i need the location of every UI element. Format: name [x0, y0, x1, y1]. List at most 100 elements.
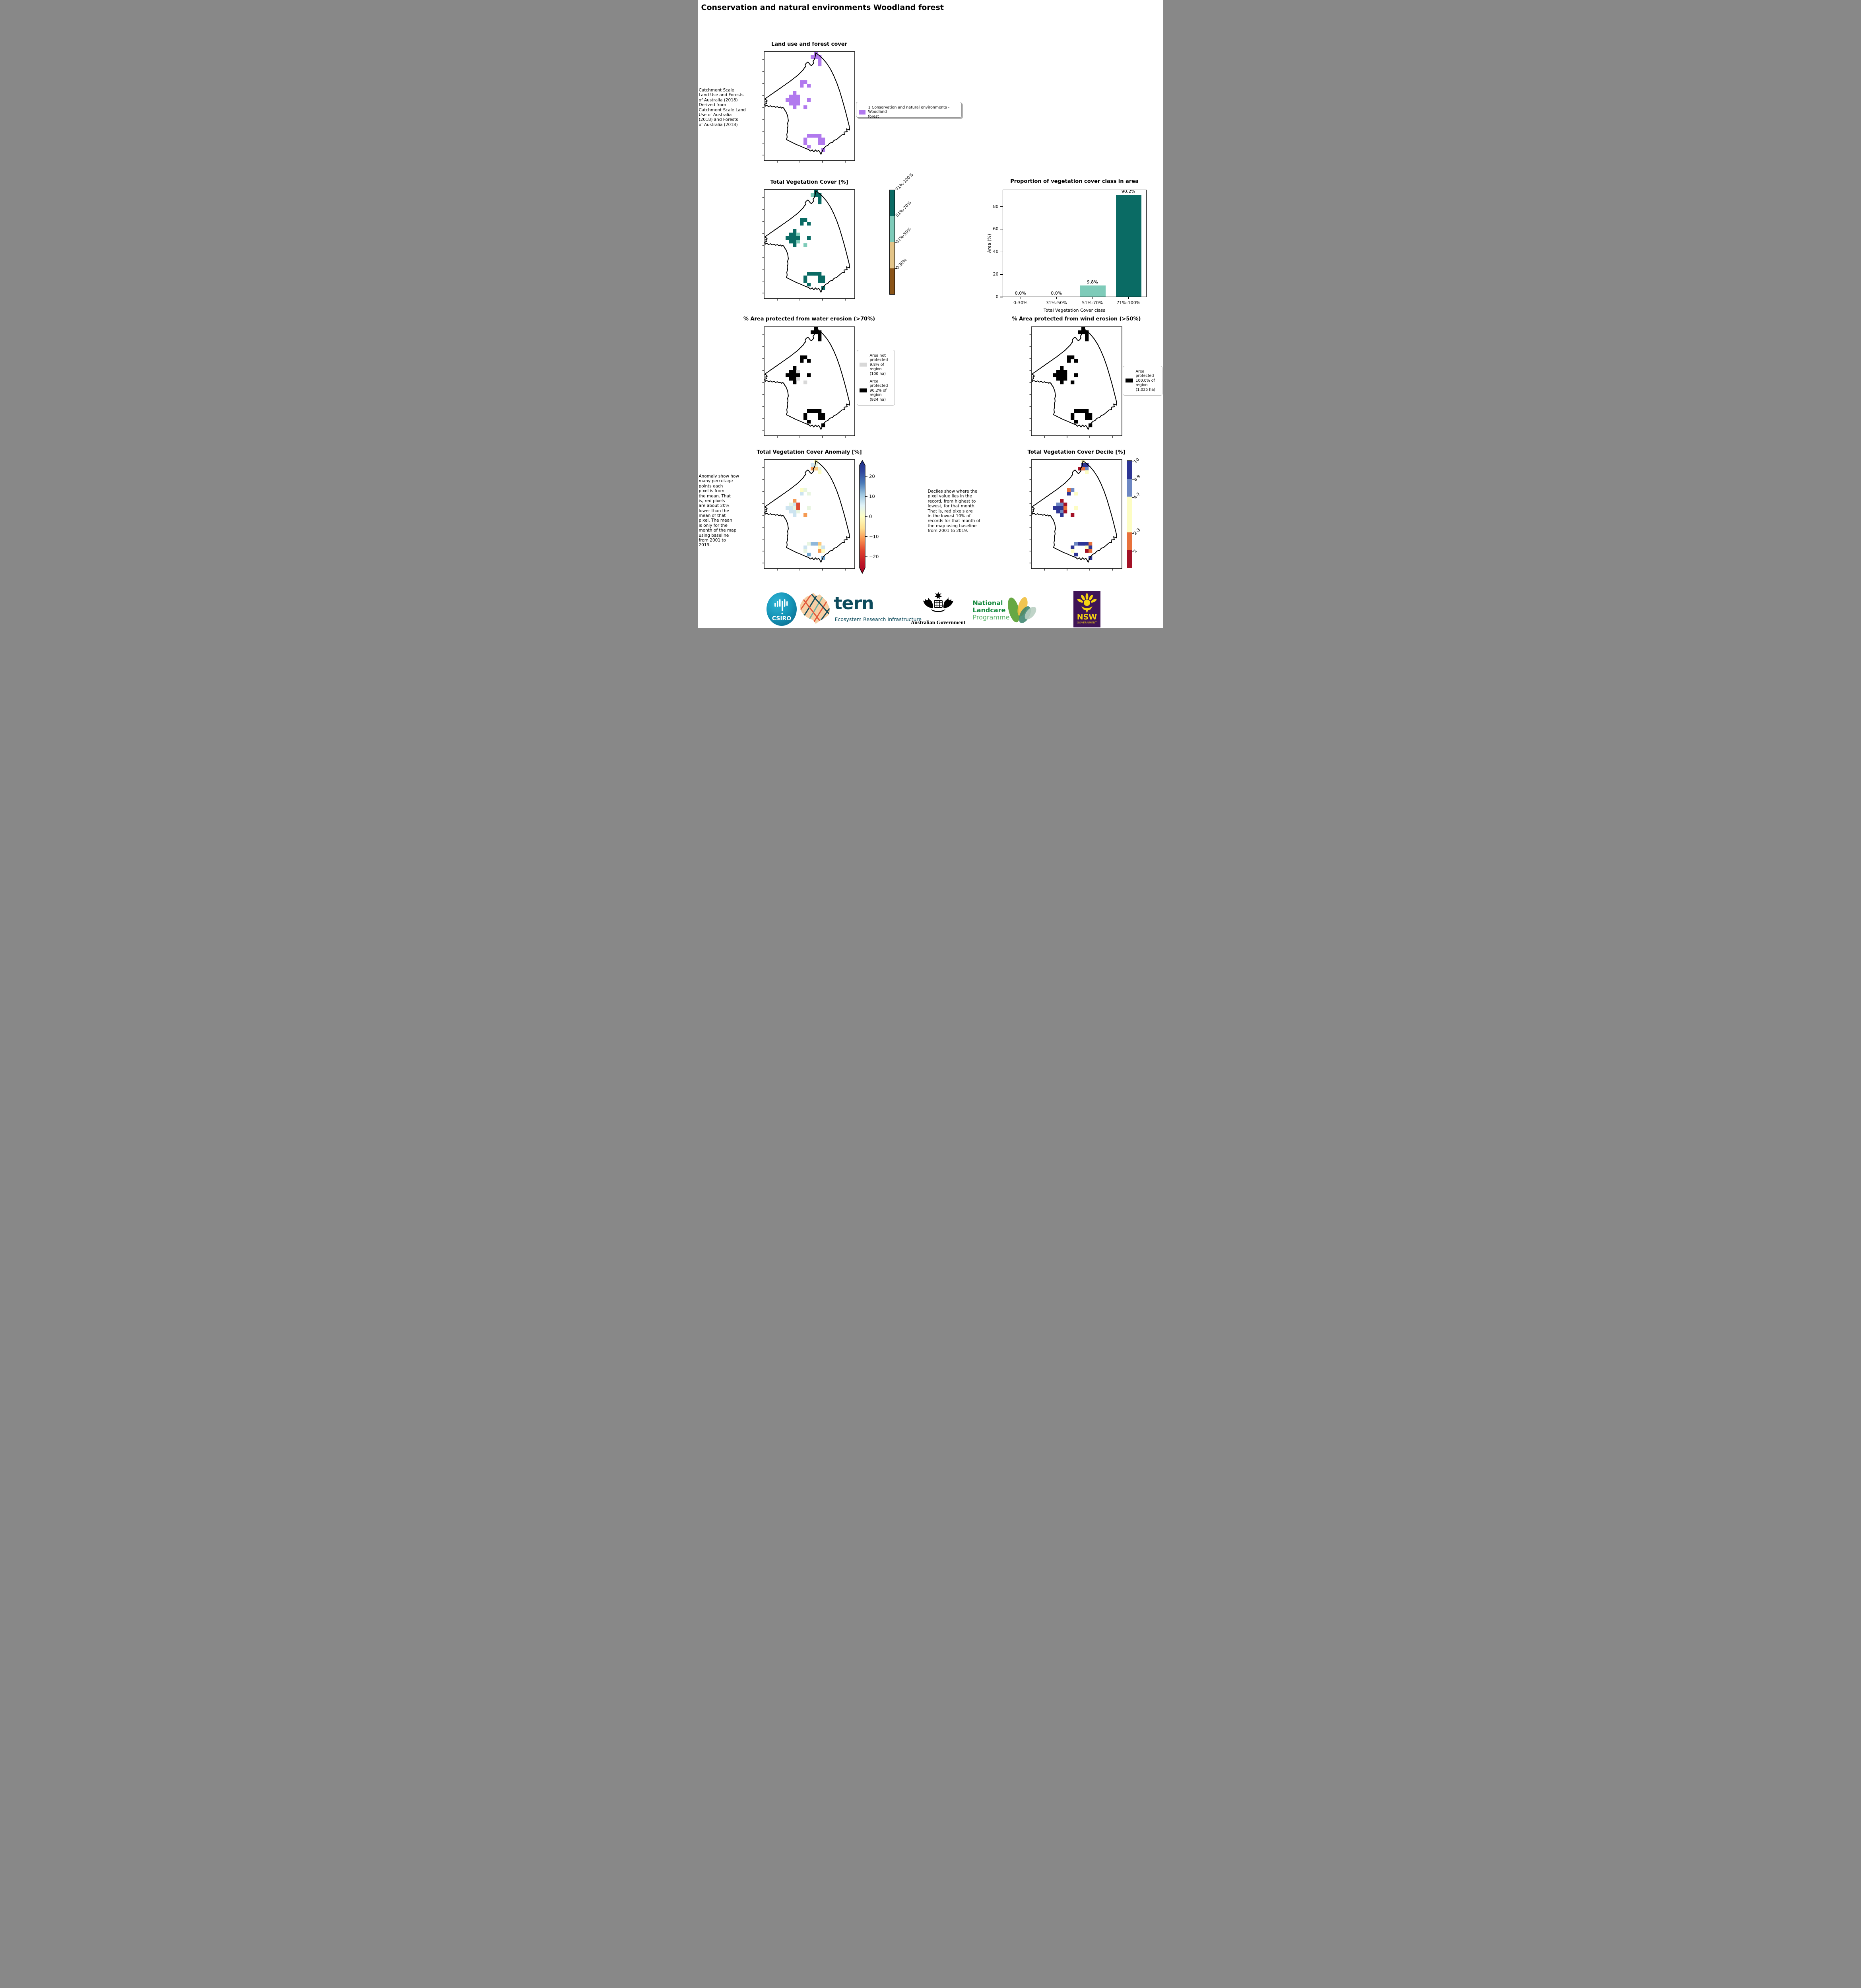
legend-item: Area protected 90.2% of region (924 ha)	[857, 378, 895, 404]
colorbar-label: 31%-50%	[895, 227, 912, 245]
map-cell	[814, 330, 818, 334]
map-cell	[814, 55, 818, 59]
map-cell	[803, 141, 807, 145]
map-cell	[817, 549, 821, 553]
map-cell	[817, 55, 821, 59]
map-cell	[1088, 546, 1092, 549]
map-cell	[810, 542, 814, 546]
colorbar-tick-label: 20	[869, 474, 875, 479]
x-axis-label: Total Vegetation Cover class	[1043, 308, 1105, 313]
legend-item-label: Area not protected 9.8% of region (100 h…	[869, 353, 888, 376]
map-cell	[1085, 413, 1089, 417]
bar-value-label: 9.8%	[1087, 280, 1098, 285]
map-cell	[1088, 413, 1092, 417]
map-cell	[1063, 377, 1067, 381]
map-cell	[814, 134, 818, 138]
map-cell	[803, 413, 807, 417]
map-cell	[800, 488, 803, 492]
map-cell	[1063, 506, 1067, 510]
map-cell	[1067, 359, 1071, 363]
y-tick-label: 20	[993, 272, 999, 277]
colorbar-tick-label: 10	[869, 493, 875, 499]
map-cell	[803, 355, 807, 359]
tvc-title: Total Vegetation Cover [%]	[770, 179, 848, 185]
map-cell	[1077, 330, 1081, 334]
map-cell	[817, 272, 821, 276]
map-cell	[803, 546, 807, 549]
nsw-wordmark: NSW	[1077, 613, 1097, 621]
map-cell	[796, 240, 800, 244]
landuse-map	[762, 50, 857, 165]
colorbar-segment	[1127, 479, 1132, 497]
map-cell	[821, 556, 825, 560]
landuse-legend-label: 1 Conservation and natural environments …	[868, 105, 950, 119]
x-tick-label: 31%-50%	[1046, 300, 1067, 305]
map-cell	[1085, 334, 1089, 338]
map-cell	[800, 222, 803, 226]
bar-71%-100%	[1116, 194, 1142, 297]
legend-swatch	[859, 363, 867, 367]
map-cell	[800, 218, 803, 222]
map-cell	[1088, 416, 1092, 420]
map-cell	[1085, 542, 1089, 546]
x-tick-label: 71%-100%	[1116, 300, 1141, 305]
map-cell	[796, 102, 800, 106]
map-cell	[1063, 503, 1067, 507]
map-cell	[796, 510, 800, 514]
map-cell	[1052, 373, 1056, 377]
anomaly-map	[762, 458, 857, 573]
landcare-line1: National	[972, 599, 1003, 607]
map-cell	[814, 409, 818, 413]
map-cell	[1085, 470, 1089, 474]
map-cell	[1056, 370, 1060, 374]
map-cell	[1074, 373, 1078, 377]
colorbar-segment	[1127, 497, 1132, 532]
proportion-title: Proportion of vegetation cover class in …	[1010, 179, 1139, 184]
landcare-leaves-icon	[1003, 592, 1039, 627]
map-cell	[792, 513, 796, 517]
map-cell	[1070, 546, 1074, 549]
map-cell	[1056, 377, 1060, 381]
map-cell	[792, 503, 796, 507]
map-cell	[796, 236, 800, 240]
map-cell	[1088, 549, 1092, 553]
map-cell	[789, 236, 793, 240]
map-cell	[803, 80, 807, 84]
map-cell	[792, 95, 796, 99]
wind-map	[1029, 325, 1124, 440]
map-cell	[792, 229, 796, 233]
colorbar-tick-label: −20	[869, 554, 879, 559]
map-cell	[803, 488, 807, 492]
map-cell	[817, 416, 821, 420]
map-cell	[789, 233, 793, 237]
map-cell	[1052, 506, 1056, 510]
map-cell	[1070, 416, 1074, 420]
report-page: Conservation and natural environments Wo…	[698, 0, 1163, 628]
map-cell	[796, 233, 800, 237]
x-tick	[1056, 297, 1057, 299]
map-cell	[1081, 409, 1085, 413]
map-cell	[1056, 373, 1060, 377]
map-cell	[817, 470, 821, 474]
map-cell	[807, 236, 811, 240]
map-cell	[1056, 503, 1060, 507]
map-cell	[821, 413, 825, 417]
map-cell	[1081, 330, 1085, 334]
map-cell	[807, 145, 811, 149]
nsw-government-logo: NSW GOVERNMENT	[1073, 591, 1100, 627]
map-cell	[1067, 355, 1071, 359]
map-cell	[1074, 492, 1078, 496]
tvc-colorbar	[889, 190, 895, 295]
map-cell	[1063, 370, 1067, 374]
map-cell	[1085, 416, 1089, 420]
map-cell	[1060, 513, 1063, 517]
map-cell	[807, 283, 811, 287]
map-cell	[789, 95, 793, 99]
map-cell	[803, 243, 807, 247]
map-cell	[1081, 542, 1085, 546]
map-cell	[1070, 513, 1074, 517]
map-cell	[817, 409, 821, 413]
y-tick-label: 0	[996, 294, 999, 299]
map-cell	[785, 506, 789, 510]
map-cell	[792, 91, 796, 95]
